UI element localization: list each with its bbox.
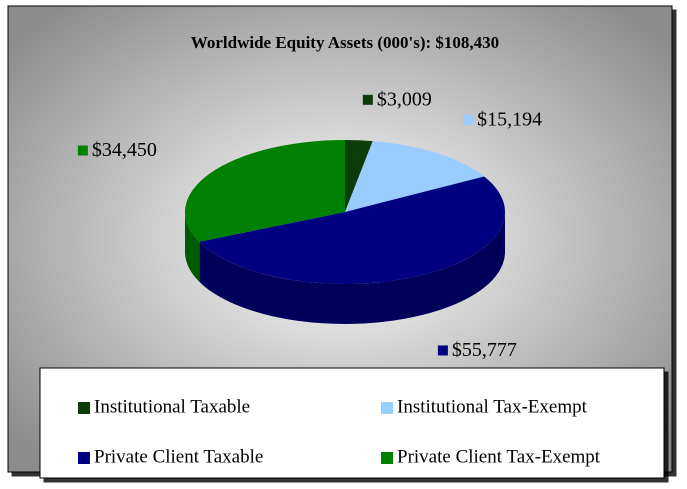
- data-label: $15,194: [477, 108, 542, 130]
- pie-slice: [345, 140, 373, 212]
- legend-label: Institutional Tax-Exempt: [397, 396, 588, 417]
- pie-slice: [185, 140, 345, 242]
- legend-swatch: [78, 402, 90, 414]
- label-swatch: [437, 345, 448, 356]
- label-swatch: [77, 145, 88, 156]
- legend: [39, 367, 665, 479]
- legend-swatch: [381, 402, 393, 414]
- pie-side: [199, 212, 505, 324]
- pie: [185, 140, 505, 324]
- legend-swatch: [381, 452, 393, 464]
- label-swatch: [362, 94, 373, 105]
- data-label: $3,009: [377, 88, 432, 110]
- legend-swatch: [78, 452, 90, 464]
- label-swatch: [463, 114, 474, 125]
- pie-slice: [199, 176, 505, 284]
- legend-label: Private Client Tax-Exempt: [397, 446, 601, 467]
- legend-label: Private Client Taxable: [94, 446, 263, 467]
- chart-title: Worldwide Equity Assets (000's): $108,43…: [191, 33, 499, 52]
- data-label: $55,777: [452, 339, 517, 361]
- pie-slice: [345, 141, 485, 212]
- legend-label: Institutional Taxable: [94, 396, 250, 417]
- pie-side: [185, 212, 200, 282]
- data-label: $34,450: [92, 139, 157, 161]
